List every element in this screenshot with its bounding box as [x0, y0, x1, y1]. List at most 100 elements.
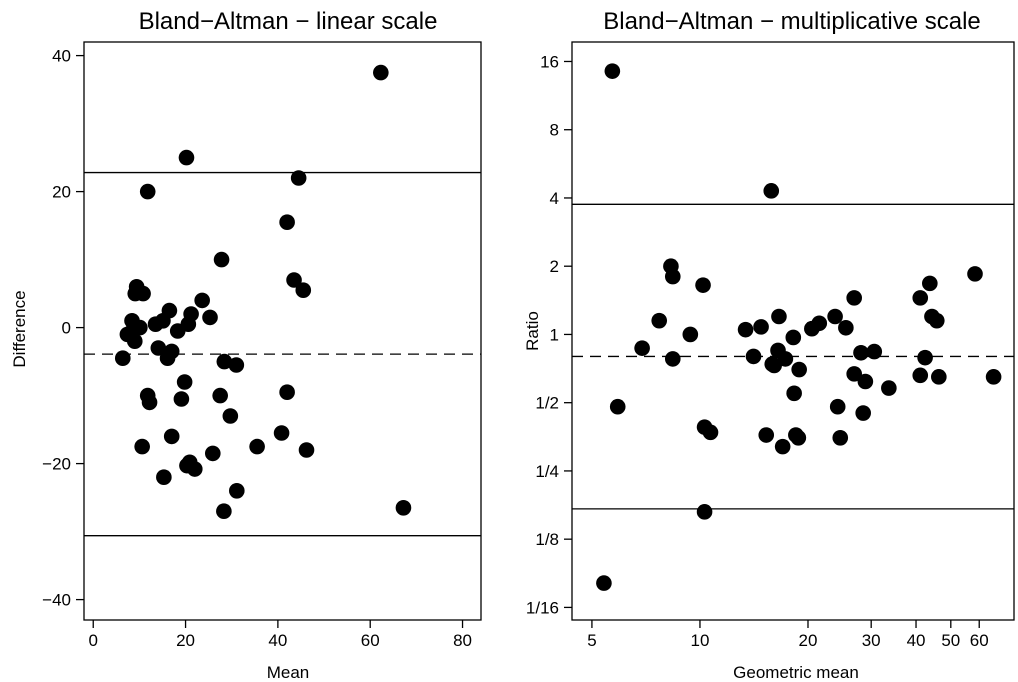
x-tick-label: 50	[941, 631, 960, 650]
plot-frame	[83, 41, 482, 621]
data-point	[202, 309, 218, 326]
data-point	[159, 350, 176, 367]
data-point	[791, 361, 807, 378]
data-point	[147, 316, 164, 333]
data-point	[866, 343, 883, 360]
data-point	[664, 268, 681, 285]
data-point	[771, 308, 787, 325]
data-point	[194, 292, 210, 309]
data-point	[126, 333, 143, 350]
data-point	[790, 430, 807, 446]
data-point	[846, 366, 862, 382]
data-point	[922, 275, 938, 292]
data-point	[604, 63, 621, 79]
data-point	[222, 408, 239, 424]
multiplicative-scale-panel: Bland−Altman − multiplicative scale Geom…	[523, 8, 1015, 682]
x-tick-label: 40	[268, 631, 287, 650]
data-point	[931, 369, 947, 385]
data-point	[176, 374, 193, 390]
plot-frame	[571, 41, 1015, 621]
x-axis-label: Mean	[267, 663, 310, 682]
y-tick-label: −20	[42, 455, 71, 474]
data-point	[881, 380, 897, 396]
data-point	[290, 170, 307, 186]
data-point	[838, 319, 854, 336]
data-point	[758, 427, 775, 443]
y-tick-label: 1/2	[535, 394, 559, 413]
y-tick-label: 2	[550, 257, 559, 276]
data-point	[766, 357, 782, 374]
data-point	[634, 340, 650, 356]
data-point	[156, 469, 172, 486]
data-point	[917, 349, 933, 366]
data-point	[745, 348, 762, 365]
data-point	[855, 405, 871, 421]
x-tick-label: 40	[907, 631, 926, 650]
data-point	[702, 424, 719, 441]
data-point	[169, 323, 186, 339]
data-point	[853, 344, 869, 361]
y-tick-label: 16	[540, 52, 559, 71]
data-point	[651, 312, 668, 329]
data-point	[846, 290, 862, 306]
data-point	[141, 394, 158, 411]
x-tick-label: 30	[862, 631, 881, 650]
data-point	[395, 500, 412, 516]
data-point	[811, 315, 828, 332]
data-point	[298, 442, 315, 458]
data-point	[216, 503, 232, 519]
x-tick-label: 80	[453, 631, 472, 650]
data-point	[139, 183, 156, 200]
x-tick-label: 20	[176, 631, 195, 650]
y-tick-label: −40	[42, 591, 71, 610]
data-point	[912, 367, 929, 384]
data-point	[763, 183, 780, 199]
data-point	[178, 149, 195, 166]
data-point	[173, 391, 190, 407]
y-tick-label: 1/16	[526, 598, 559, 617]
data-point	[832, 430, 849, 446]
y-tick-label: 40	[52, 47, 71, 66]
data-point	[212, 387, 228, 404]
data-point	[279, 214, 295, 230]
data-point	[249, 438, 265, 455]
data-point	[134, 438, 150, 455]
data-point	[985, 369, 1002, 385]
data-point	[786, 385, 802, 402]
data-point	[150, 340, 167, 356]
data-point	[135, 285, 151, 302]
data-point	[785, 329, 802, 346]
data-point	[228, 483, 245, 499]
data-point	[682, 326, 699, 343]
data-point	[216, 353, 233, 370]
x-tick-label: 5	[587, 631, 596, 650]
y-tick-label: 8	[550, 121, 559, 140]
y-tick-label: 1/8	[535, 530, 559, 549]
x-tick-label: 10	[690, 631, 709, 650]
data-point	[753, 319, 769, 335]
x-tick-label: 20	[799, 631, 818, 650]
data-point	[928, 312, 945, 329]
data-point	[373, 64, 389, 81]
data-point	[163, 428, 180, 445]
data-point	[114, 350, 131, 367]
x-tick-label: 60	[361, 631, 380, 650]
x-tick-label: 0	[88, 631, 97, 650]
y-tick-label: 20	[52, 183, 71, 202]
data-point	[696, 504, 713, 520]
data-point	[204, 445, 221, 462]
data-point	[273, 425, 290, 441]
data-point	[186, 461, 203, 477]
y-tick-label: 1	[550, 325, 559, 344]
data-point	[286, 272, 302, 288]
y-axis-label: Ratio	[523, 311, 542, 351]
x-axis-label: Geometric mean	[733, 663, 859, 682]
y-axis-label: Difference	[10, 290, 29, 367]
data-point	[609, 398, 626, 415]
data-point	[857, 373, 874, 390]
chart-title: Bland−Altman − multiplicative scale	[603, 8, 981, 35]
data-point	[295, 282, 312, 299]
data-point	[279, 384, 295, 401]
y-tick-label: 0	[62, 319, 71, 338]
